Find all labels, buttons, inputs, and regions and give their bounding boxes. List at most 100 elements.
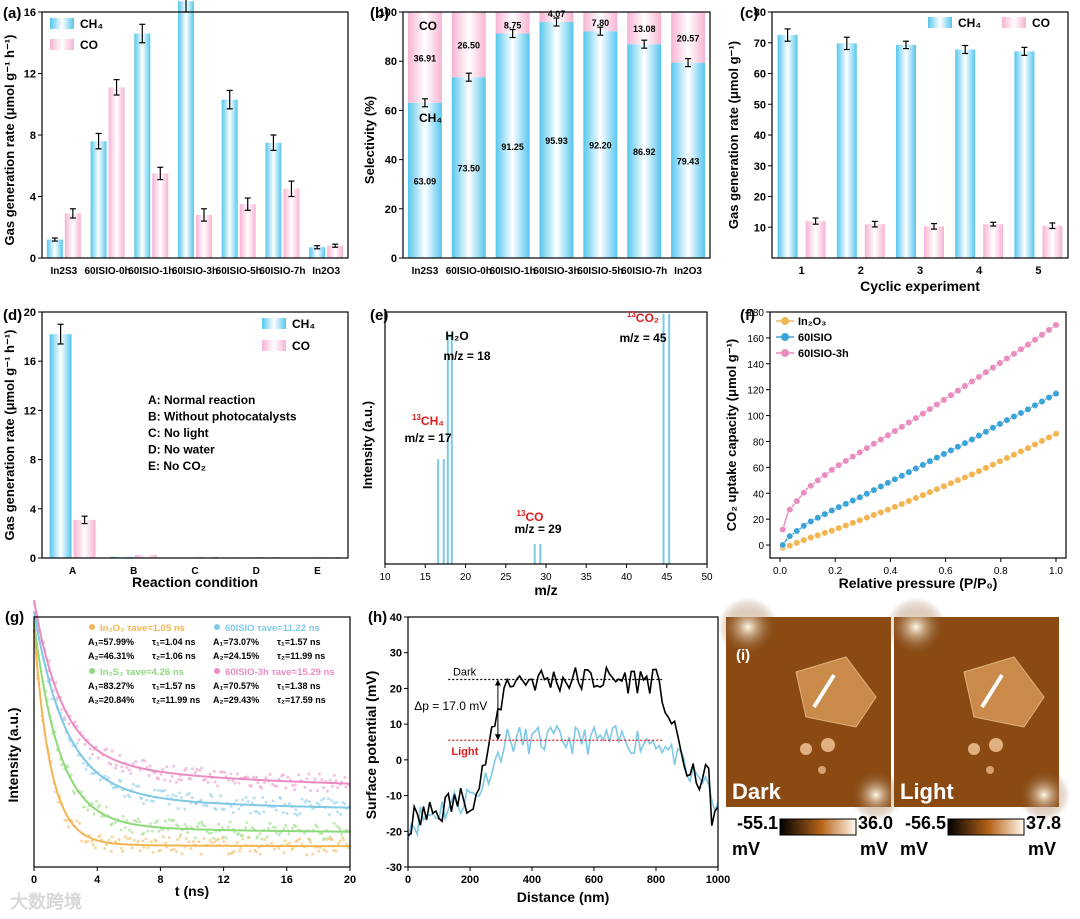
decay-point: [223, 770, 227, 774]
decay-point: [231, 810, 235, 814]
y-tick-label: 50: [754, 99, 766, 111]
peak-mz-label: m/z = 45: [619, 331, 666, 345]
bar-co: [805, 221, 826, 258]
decay-point: [216, 784, 220, 788]
decay-point: [103, 847, 107, 851]
decay-point: [249, 784, 253, 788]
decay-point: [271, 825, 275, 829]
decay-point: [90, 752, 94, 756]
decay-point: [330, 837, 334, 841]
decay-point: [176, 824, 180, 828]
bar-co: [451, 12, 486, 78]
y-tick-label: 16: [24, 7, 36, 19]
decay-point: [344, 785, 348, 789]
decay-point: [315, 801, 319, 805]
x-tick-label: 16: [281, 874, 293, 886]
decay-point: [241, 837, 245, 841]
isotherm-marker: [947, 479, 955, 487]
decay-point: [287, 832, 291, 836]
colorbar-unit-min: mV: [732, 839, 760, 859]
bar-ch4: [265, 142, 282, 258]
decay-point: [125, 766, 129, 770]
data-label-ch4: 95.93: [545, 136, 568, 146]
isotherm-marker: [800, 489, 808, 497]
decay-point: [185, 793, 189, 797]
panel-f-svg: 0 20 40 60 80 100 120 140 160 180 0.0 0.2 0.4 0.6 0.8 1…: [724, 308, 1067, 591]
isotherm-marker: [1017, 345, 1025, 353]
y-tick-label: 0: [30, 253, 36, 265]
decay-fit: [33, 622, 351, 833]
isotherm-marker: [912, 464, 920, 473]
afm-bright-spot: [886, 597, 946, 657]
decay-point: [54, 680, 58, 684]
bar-ch4: [627, 44, 662, 258]
panel-b-chart: (b) 0 20 40 60 80 100 Selectivity (%) 63.09 36.9…: [360, 0, 720, 305]
fit-tau2: τ₂=11.99 ns: [277, 651, 325, 661]
decay-point: [252, 775, 256, 779]
decay-point: [323, 837, 327, 841]
colorbar-unit-min: mV: [900, 839, 928, 859]
decay-point: [169, 848, 173, 852]
decay-point: [138, 768, 142, 772]
y-tick-label: 160: [747, 334, 764, 345]
legend-co: [1002, 17, 1026, 28]
decay-point: [128, 768, 132, 772]
decay-point: [114, 766, 118, 770]
decay-point: [335, 824, 339, 828]
decay-point: [235, 798, 239, 802]
decay-point: [241, 798, 245, 802]
legend-ch4: [50, 18, 74, 29]
x-tick-label: 0.6: [939, 566, 953, 577]
isotherm-marker: [996, 359, 1004, 367]
decay-point: [227, 852, 231, 856]
decay-point: [322, 796, 326, 800]
isotherm-marker: [842, 457, 850, 465]
condition-annotation: E: No CO₂: [148, 459, 206, 473]
y-tick-label: 0: [391, 253, 397, 265]
bar-co: [983, 224, 1004, 258]
decay-point: [110, 749, 114, 753]
x-tick-label: 60ISIO-5h: [577, 266, 623, 277]
decay-point: [216, 837, 220, 841]
decay-point: [307, 837, 311, 841]
y-tick-label: 40: [753, 489, 765, 500]
afm-flake: [795, 656, 877, 728]
peak-mz-label: m/z = 18: [443, 349, 490, 363]
isotherm-marker: [835, 461, 843, 469]
panel-a-chart: (a) 0 4 8 12 16 In2S3 60ISIO-0h 60ISIO-1h 60ISIO…: [0, 0, 360, 305]
y-tick-label: 20: [753, 515, 765, 526]
decay-point: [343, 802, 347, 806]
y-axis-label: CO₂ uptake capacity (μmol g⁻¹): [724, 339, 739, 532]
x-tick-label: 20: [460, 572, 472, 583]
isotherm-marker: [961, 439, 969, 447]
decay-point: [121, 769, 125, 773]
x-tick-label: 25: [500, 572, 512, 583]
isotherm-marker: [870, 486, 878, 494]
panel-i-svg: Dark -55.1 mV 36.0 mV Light -56.5 mV 37.8 mV (i): [718, 597, 1070, 859]
decay-point: [174, 794, 178, 798]
decay-point: [265, 835, 269, 839]
decay-point: [328, 778, 332, 782]
decay-point: [155, 819, 159, 823]
y-tick-label: 0: [396, 755, 402, 767]
decay-point: [339, 812, 343, 816]
decay-point: [340, 832, 344, 836]
decay-point: [338, 839, 342, 843]
bar-co: [627, 12, 662, 45]
decay-point: [105, 747, 109, 751]
x-tick-label: 12: [217, 874, 229, 886]
decay-point: [52, 688, 56, 692]
decay-point: [345, 842, 349, 846]
plot-frame: [402, 11, 711, 259]
decay-point: [342, 838, 346, 842]
decay-point: [163, 819, 167, 823]
decay-point: [195, 767, 199, 771]
isotherm-marker: [1003, 354, 1011, 363]
y-tick-label: 80: [753, 437, 765, 448]
light-profile: [407, 724, 719, 841]
bar-co: [283, 188, 300, 258]
bar-co: [73, 519, 96, 558]
decay-point: [161, 768, 165, 772]
decay-point: [193, 771, 197, 775]
x-tick-label: 15: [420, 572, 432, 583]
